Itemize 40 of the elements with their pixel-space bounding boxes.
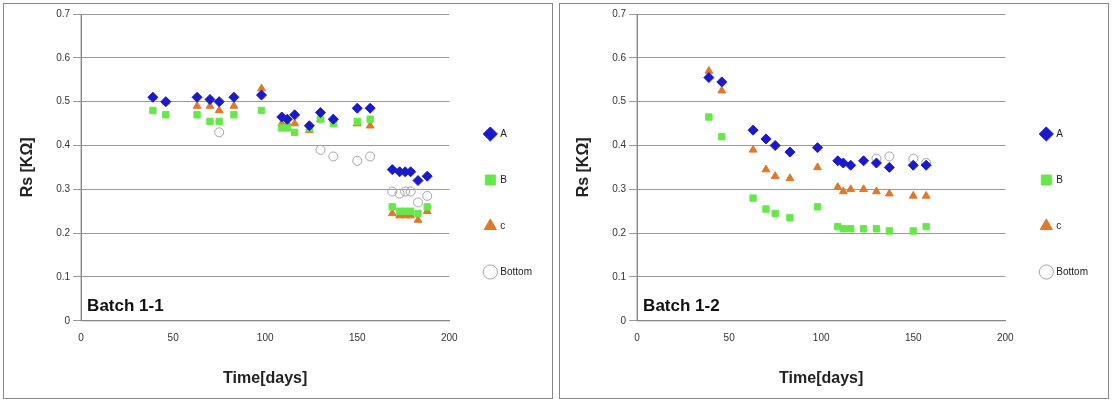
annotation: Batch 1-2 <box>643 295 720 315</box>
annotation: Batch 1-1 <box>87 295 164 315</box>
y-tick-label: 0.2 <box>612 226 627 238</box>
y-tick-label: 0.4 <box>612 139 627 151</box>
legend-label: Bottom <box>1056 265 1089 277</box>
x-tick-label: 50 <box>167 331 180 343</box>
y-axis-title: Rs [KΩ] <box>574 137 592 198</box>
legend-label: Bottom <box>500 265 533 277</box>
y-tick-label: 0.1 <box>56 270 71 282</box>
y-tick-label: 0.7 <box>56 7 71 19</box>
x-tick-label: 150 <box>904 331 923 343</box>
x-tick-label: 100 <box>812 331 830 343</box>
x-tick-label: 0 <box>78 331 85 343</box>
x-tick-label: 100 <box>256 331 274 343</box>
x-tick-label: 50 <box>723 331 736 343</box>
y-tick-label: 0.6 <box>612 51 627 63</box>
y-tick-label: 0.7 <box>612 7 627 19</box>
y-tick-label: 0 <box>64 314 71 326</box>
x-tick-label: 200 <box>440 331 459 343</box>
x-tick-label: 0 <box>634 331 641 343</box>
x-axis-title: Time[days] <box>779 368 864 386</box>
y-tick-label: 0.6 <box>56 51 71 63</box>
y-tick-label: 0.3 <box>56 183 71 195</box>
y-tick-label: 0.1 <box>612 270 627 282</box>
legend-label: B <box>500 173 508 185</box>
y-tick-label: 0.2 <box>56 226 71 238</box>
y-tick-label: 0.4 <box>56 139 71 151</box>
x-tick-label: 200 <box>996 331 1015 343</box>
legend-label: c <box>1056 219 1062 231</box>
y-tick-label: 0.5 <box>612 95 627 107</box>
legend-label: c <box>500 219 506 231</box>
y-tick-label: 0.5 <box>56 95 71 107</box>
legend-label: A <box>500 127 508 139</box>
x-tick-label: 150 <box>348 331 367 343</box>
y-tick-label: 0.3 <box>612 183 627 195</box>
legend-label: A <box>1056 127 1064 139</box>
legend-label: B <box>1056 173 1064 185</box>
y-tick-label: 0 <box>620 314 627 326</box>
x-axis-title: Time[days] <box>223 368 308 386</box>
y-axis-title: Rs [KΩ] <box>18 137 36 198</box>
